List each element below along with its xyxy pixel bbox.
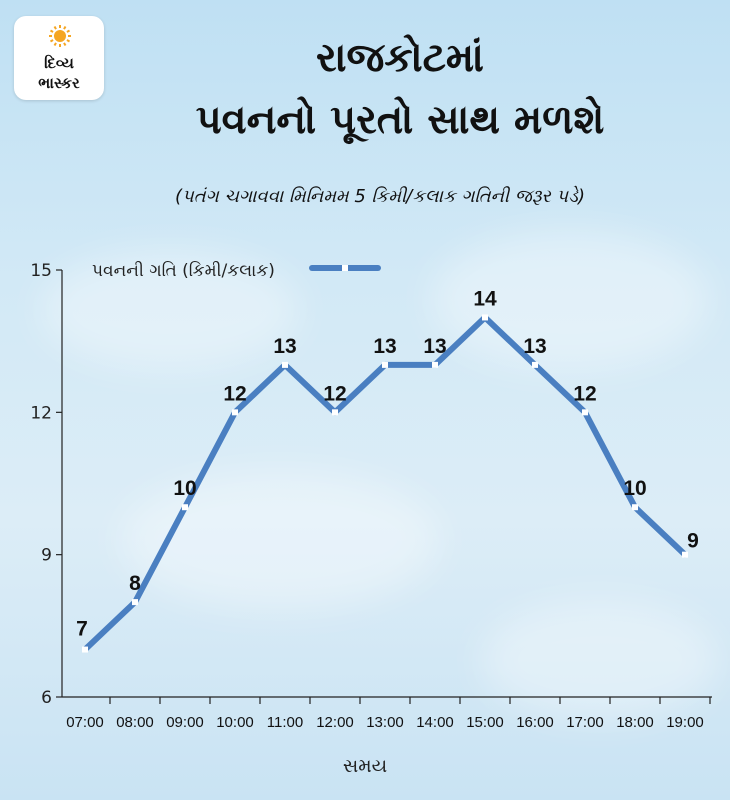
x-tick-label: 13:00 — [366, 714, 404, 731]
data-point — [82, 646, 88, 653]
data-point — [132, 599, 138, 606]
sun-ray — [53, 42, 57, 47]
headline-line1: રાજકોટમાં — [316, 35, 484, 81]
data-point — [432, 361, 438, 368]
x-axis-label: સમય — [343, 755, 387, 777]
data-label: 7 — [76, 618, 88, 641]
data-point — [182, 504, 188, 511]
y-tick-label: 9 — [41, 546, 52, 566]
data-label: 8 — [129, 572, 141, 595]
data-label: 13 — [273, 335, 296, 358]
x-tick-label: 08:00 — [116, 714, 154, 731]
data-label: 9 — [687, 530, 699, 553]
headline-line2: પવનનો પૂરતો સાથ મળશે — [195, 97, 605, 143]
data-point — [532, 361, 538, 368]
legend-label: પવનની ગતિ (કિમી/કલાક) — [92, 261, 275, 281]
x-tick-label: 15:00 — [466, 714, 504, 731]
data-point — [632, 504, 638, 511]
sun-ray — [49, 29, 54, 33]
data-point — [332, 409, 338, 416]
sun-ray — [53, 25, 57, 30]
x-tick-label: 10:00 — [216, 714, 254, 731]
legend-swatch-marker — [342, 265, 348, 271]
data-label: 13 — [423, 335, 446, 358]
sun-ray — [63, 25, 67, 30]
y-tick-label: 12 — [30, 403, 52, 423]
data-label: 14 — [473, 287, 497, 310]
subtitle: (પતંગ ચગાવવા મિનિમમ 5 કિમી/કલાક ગતિની જર… — [174, 186, 586, 207]
x-tick-label: 16:00 — [516, 714, 554, 731]
x-tick-label: 18:00 — [616, 714, 654, 731]
data-label: 12 — [223, 382, 246, 405]
data-label: 12 — [323, 382, 346, 405]
data-point — [582, 409, 588, 416]
sun-ray — [49, 39, 54, 43]
sun-ray — [66, 29, 71, 33]
data-label: 13 — [373, 335, 396, 358]
sun-icon — [49, 25, 71, 47]
brand-name-line1: દિવ્ય — [44, 54, 74, 72]
x-tick-label: 19:00 — [666, 714, 704, 731]
data-label: 10 — [173, 477, 196, 500]
y-tick-label: 6 — [41, 688, 52, 708]
brand-name-line2: ભાસ્કર — [38, 74, 80, 92]
x-tick-label: 11:00 — [267, 714, 303, 731]
data-label: 12 — [573, 382, 596, 405]
data-point — [682, 551, 688, 558]
x-tick-label: 07:00 — [66, 714, 104, 731]
x-tick-label: 14:00 — [416, 714, 454, 731]
brand-logo: દિવ્ય ભાસ્કર — [14, 16, 104, 100]
data-point — [282, 361, 288, 368]
data-label: 13 — [523, 335, 546, 358]
data-point — [232, 409, 238, 416]
x-tick-label: 09:00 — [166, 714, 204, 731]
x-tick-label: 12:00 — [316, 714, 354, 731]
sun-ray — [66, 39, 71, 43]
sun-ray — [63, 42, 67, 47]
data-point — [482, 314, 488, 321]
y-tick-label: 15 — [30, 261, 52, 281]
data-label: 10 — [623, 477, 646, 500]
data-point — [382, 361, 388, 368]
x-tick-label: 17:00 — [566, 714, 604, 731]
